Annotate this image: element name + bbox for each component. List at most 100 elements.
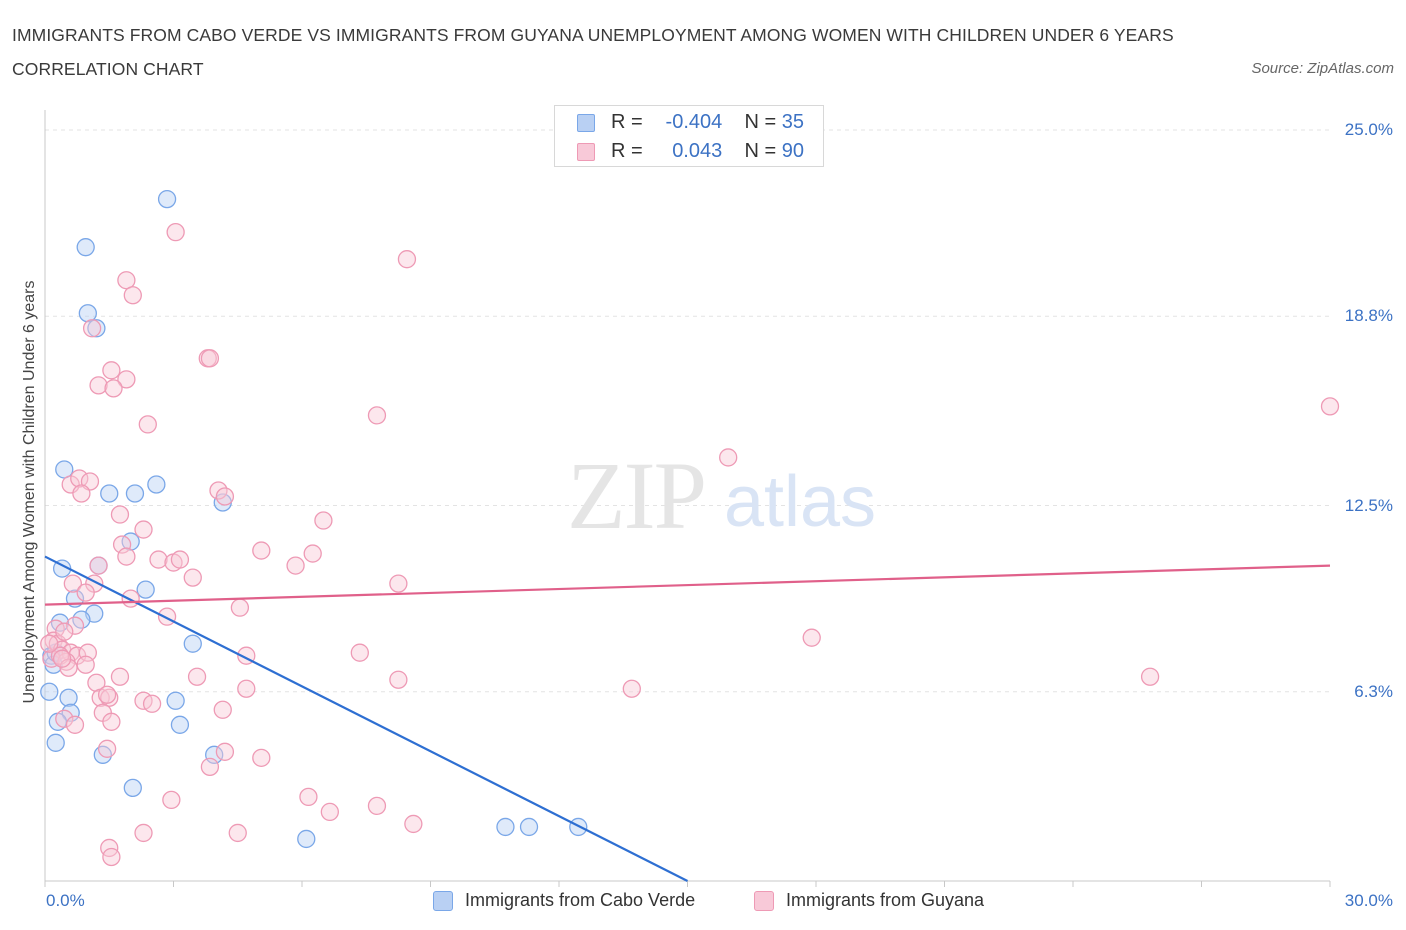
y-tick-label: 6.3%	[1354, 681, 1393, 701]
cabo-verde-point	[519, 817, 539, 837]
guyana-point	[134, 520, 153, 539]
x-tick-min: 0.0%	[46, 891, 85, 910]
cabo-verde-point	[55, 460, 74, 479]
guyana-point	[123, 286, 142, 305]
guyana-point	[213, 700, 232, 719]
guyana-point	[228, 823, 247, 843]
guyana-point	[97, 685, 117, 704]
guyana-point	[1140, 667, 1160, 686]
cabo-verde-point	[166, 691, 185, 710]
guyana-point	[237, 679, 256, 698]
cabo-verde-point	[136, 580, 155, 599]
cabo-verde-point	[170, 715, 190, 734]
guyana-point	[142, 694, 162, 713]
stats-text: R = 0.043 N = 90	[611, 140, 804, 163]
guyana-point	[82, 319, 102, 338]
guyana-point	[102, 847, 121, 867]
n-value: 90	[781, 140, 804, 162]
stats-text: R = -0.404 N = 35	[611, 111, 804, 134]
guyana-point	[622, 679, 641, 698]
guyana-point	[117, 370, 136, 389]
watermark-zip: ZIP	[567, 442, 705, 549]
guyana-point	[40, 634, 59, 653]
trend-lines	[44, 555, 1331, 882]
guyana-point	[183, 568, 202, 587]
guyana-point	[110, 505, 130, 524]
cabo-verde-point	[87, 319, 106, 338]
guyana-point	[97, 739, 117, 758]
guyana-point	[134, 823, 153, 843]
cabo-verde-point	[59, 688, 78, 707]
guyana-point	[55, 709, 74, 728]
guyana-point	[89, 556, 108, 575]
guyana-point	[149, 550, 168, 569]
n-label: N =	[744, 140, 777, 162]
guyana-point	[52, 649, 72, 668]
source-label: Source: ZipAtlas.com	[1251, 60, 1394, 77]
guyana-point	[200, 349, 220, 368]
cabo-verde-point	[46, 733, 65, 752]
y-tick-label: 18.8%	[1344, 306, 1393, 326]
guyana-point	[102, 361, 121, 380]
n-value: 35	[781, 111, 804, 133]
guyana-point	[112, 535, 132, 554]
cabo-verde-point	[125, 484, 145, 503]
guyana-point	[215, 742, 235, 761]
cabo-verde-point	[78, 304, 97, 323]
guyana-point	[117, 271, 136, 290]
guyana-point	[102, 712, 121, 731]
guyana-point	[299, 787, 318, 807]
guyana-point	[252, 748, 271, 767]
guyana-point	[100, 688, 119, 707]
r-label: R =	[611, 140, 643, 162]
cabo-verde-point	[147, 475, 166, 494]
guyana-point	[117, 547, 136, 566]
watermark-atlas: atlas	[724, 462, 876, 542]
r-label: R =	[611, 111, 643, 133]
guyana-point	[157, 607, 177, 626]
cabo-verde-point	[40, 682, 59, 701]
guyana-point	[187, 667, 207, 686]
y-tick-label: 12.5%	[1344, 495, 1393, 515]
guyana-point	[367, 406, 387, 425]
legend-label: Immigrants from Guyana	[786, 890, 985, 910]
guyana-point	[230, 598, 250, 617]
cabo-verde-point	[123, 778, 142, 798]
guyana-point	[389, 574, 408, 593]
guyana-point	[397, 250, 417, 269]
guyana-point	[89, 376, 108, 395]
guyana-point	[76, 655, 95, 674]
cabo-verde-point	[297, 829, 316, 849]
guyana-point	[170, 550, 190, 569]
r-value: 0.043	[672, 140, 723, 162]
cabo-verde-point	[205, 745, 224, 764]
cabo-verde-swatch-icon	[577, 114, 595, 132]
guyana-point	[215, 487, 235, 506]
guyana-point	[72, 484, 91, 503]
cabo-verde-point	[76, 238, 95, 257]
guyana-point	[65, 616, 85, 635]
cabo-verde-point	[496, 817, 515, 837]
watermark: ZIP atlas	[567, 442, 876, 549]
guyana-point	[162, 790, 181, 810]
guyana-point	[87, 673, 106, 692]
cabo-verde-legend-icon	[433, 891, 453, 911]
chart-title: IMMIGRANTS FROM CABO VERDE VS IMMIGRANTS…	[12, 25, 1174, 79]
cabo-verde-point	[183, 634, 202, 653]
guyana-legend-icon	[754, 891, 774, 911]
stats-box: R = -0.404 N = 35 R = 0.043 N = 90	[554, 105, 824, 167]
n-label: N =	[744, 111, 777, 133]
x-tick-max: 30.0%	[1344, 891, 1393, 910]
guyana-point	[320, 802, 339, 822]
cabo-verde-trend-line	[44, 555, 688, 882]
guyana-point	[110, 667, 130, 686]
guyana-point	[1320, 397, 1340, 416]
guyana-point	[802, 628, 821, 647]
guyana-swatch-icon	[577, 143, 595, 161]
r-value: -0.404	[665, 111, 723, 133]
guyana-point	[104, 379, 123, 398]
cabo-verde-point	[100, 484, 119, 503]
guyana-point	[166, 223, 185, 242]
guyana-point	[286, 556, 305, 575]
